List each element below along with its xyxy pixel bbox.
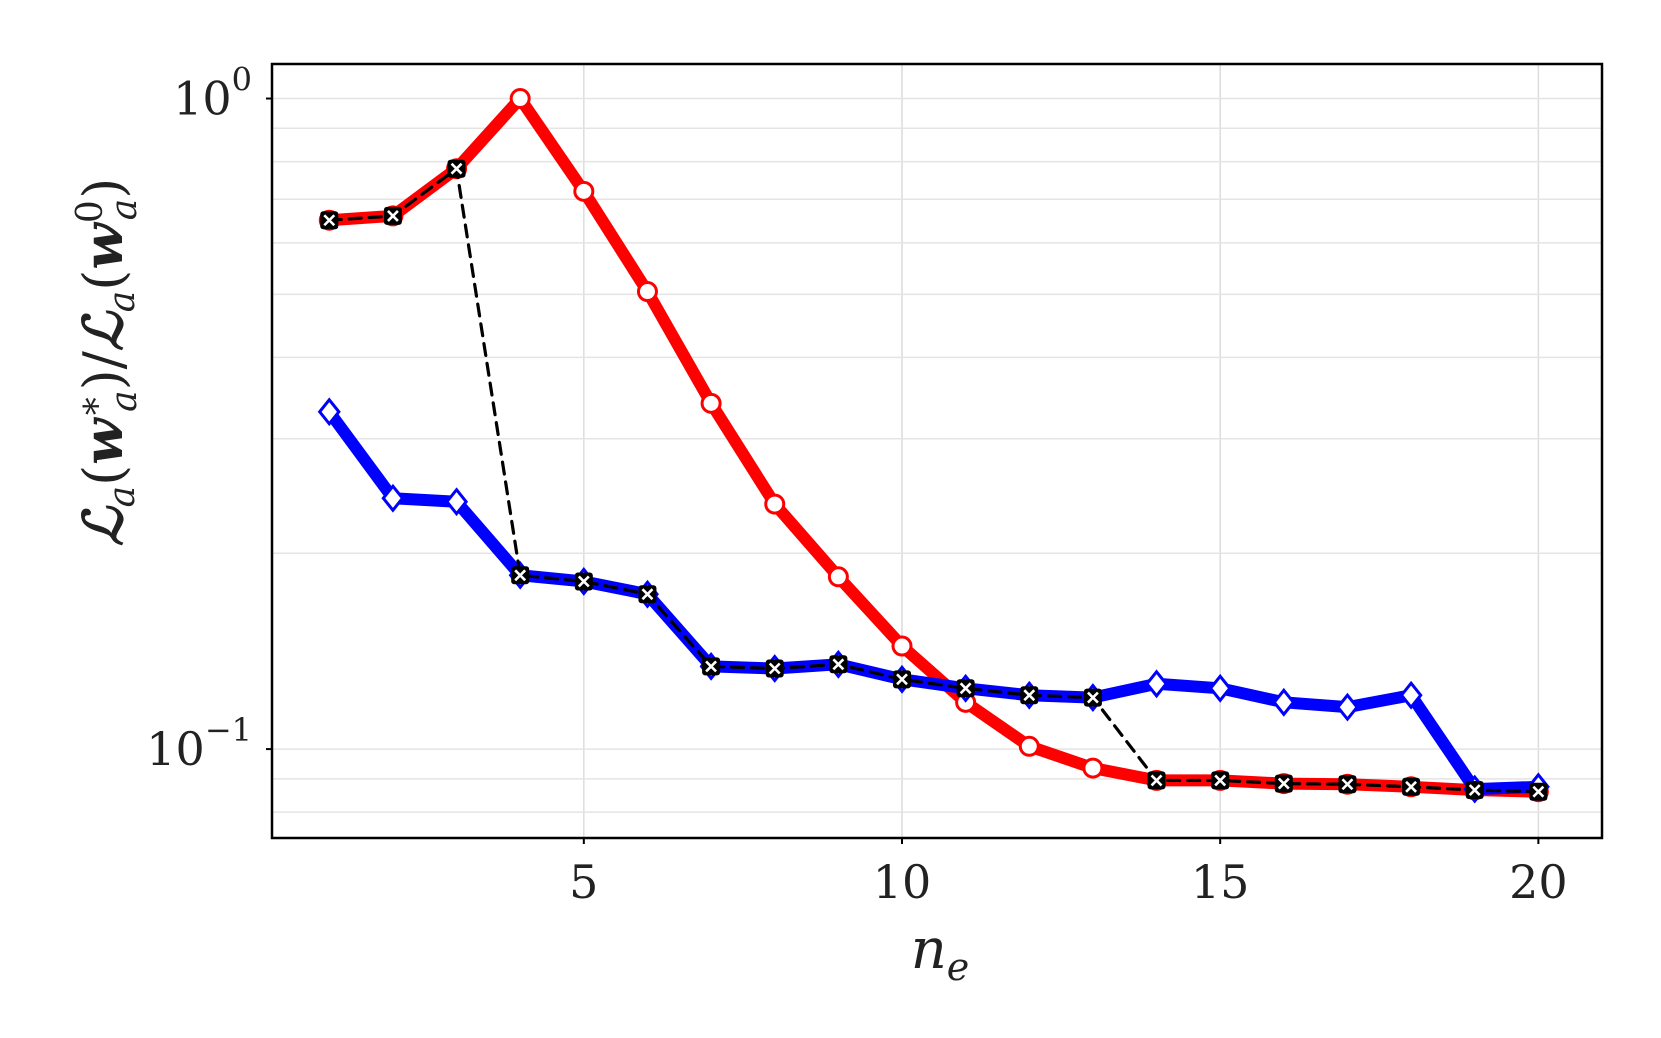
series-line	[327, 167, 1540, 794]
data-point-diamond	[1145, 669, 1169, 699]
data-point-x	[1147, 771, 1166, 790]
x-tick-label: 20	[1509, 855, 1568, 909]
data-point-circle	[636, 281, 658, 303]
x-axis-ticks: 5 10 15 20	[569, 838, 1568, 909]
data-point-diamond	[1399, 680, 1423, 710]
data-point-x	[1338, 775, 1357, 794]
data-point-x	[1020, 686, 1039, 705]
data-point-circle	[1018, 735, 1040, 757]
y-axis-ticks: 100 10−1	[146, 61, 272, 776]
data-point-x	[1274, 774, 1293, 793]
grid	[272, 64, 1602, 838]
data-point-diamond	[445, 487, 469, 517]
plot-frame	[270, 62, 1604, 840]
x-tick-label: 15	[1191, 855, 1250, 909]
y-axis-label: ℒa(w∗a)/ℒa(w0a)	[70, 178, 145, 547]
data-point-circle	[1082, 757, 1104, 779]
data-point-x	[638, 585, 657, 604]
data-point-circle	[700, 392, 722, 414]
svg-text:ℒa(w∗a)/ℒa(w0a): ℒa(w∗a)/ℒa(w0a)	[70, 178, 145, 547]
x-tick-label: 5	[569, 855, 598, 909]
data-point-diamond	[1272, 687, 1296, 717]
data-point-x	[1402, 777, 1421, 796]
series-3	[320, 159, 1548, 801]
data-point-x	[447, 159, 466, 178]
x-tick-label: 10	[873, 855, 932, 909]
data-point-x	[1465, 781, 1484, 800]
data-point-circle	[891, 635, 913, 657]
data-point-x	[893, 670, 911, 689]
data-point-x	[1529, 782, 1548, 801]
data-point-x	[383, 206, 402, 225]
data-point-x	[320, 211, 339, 230]
data-point-x	[574, 572, 593, 591]
data-point-circle	[764, 493, 786, 515]
data-point-diamond	[381, 483, 405, 513]
data-point-x	[511, 566, 530, 585]
data-point-x	[829, 655, 848, 674]
data-point-x	[956, 679, 975, 698]
series-layer	[317, 88, 1550, 804]
y-tick-label: 10−1	[146, 711, 252, 776]
data-point-diamond	[1208, 673, 1232, 703]
data-point-diamond	[1335, 692, 1359, 722]
data-point-diamond	[317, 397, 341, 427]
data-point-circle	[573, 180, 595, 202]
data-point-x	[765, 659, 784, 678]
data-point-circle	[509, 88, 531, 110]
data-point-x	[1083, 688, 1102, 707]
y-tick-label: 100	[173, 61, 252, 126]
data-point-circle	[827, 566, 849, 588]
data-point-x	[1211, 771, 1230, 790]
data-point-x	[702, 657, 721, 676]
